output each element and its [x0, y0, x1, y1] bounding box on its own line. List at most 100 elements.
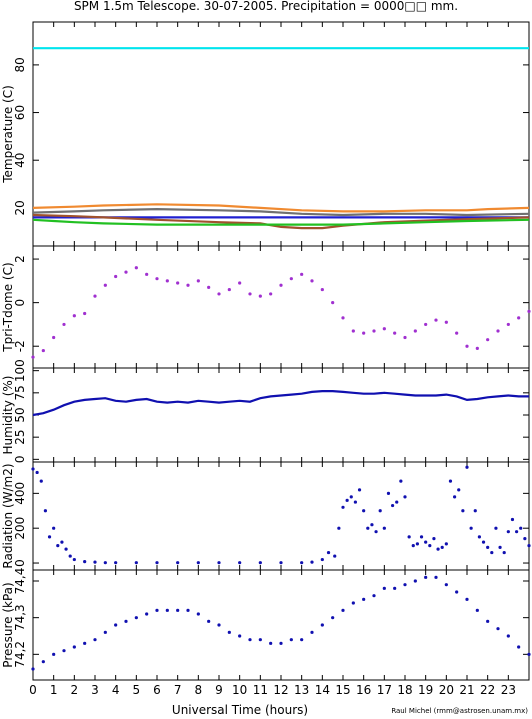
panel-4-series-point-28	[320, 623, 324, 627]
panel-1-series-point-8	[114, 274, 118, 279]
xtick-label-18: 18	[397, 683, 412, 697]
panel-1-series-point-6	[93, 294, 97, 298]
panel-1-series-point-27	[310, 279, 314, 283]
panel-3-series-point-24	[310, 560, 314, 564]
panel-4-series-point-27	[310, 630, 314, 634]
panel-2-series	[32, 390, 529, 417]
panel-3-series-point-50	[428, 544, 432, 548]
panel-3-series-point-12	[93, 560, 97, 564]
panel-3-series-point-69	[506, 530, 510, 534]
panel-3-series-point-65	[490, 550, 494, 555]
panel-1-series-point-20	[238, 281, 242, 285]
panel-1-series-point-13	[165, 279, 169, 283]
panel-3-series-point-54	[444, 542, 448, 546]
panel-3-series-point-11	[83, 560, 87, 564]
panel-1-series-point-17	[207, 285, 211, 289]
panel-4-series-point-13	[165, 608, 169, 612]
panel-1-series-point-38	[424, 322, 428, 327]
panel-3-series-point-18	[196, 561, 200, 565]
panel-3-series-point-9	[68, 554, 72, 558]
panel-3-series-point-14	[114, 561, 118, 565]
panel-3-series-point-34	[362, 509, 366, 513]
panel-3-series-point-72	[519, 526, 523, 530]
panel-3-ytick-label-2: 400	[13, 482, 27, 505]
panel-3-series-point-41	[391, 503, 395, 508]
xtick-label-22: 22	[480, 683, 495, 697]
xtick-label-23: 23	[501, 683, 516, 697]
panel-1-ytick-label-0: -2	[13, 340, 27, 352]
panel-4-series-point-43	[475, 608, 479, 612]
panel-3-ytick-label-1: 200	[13, 517, 27, 540]
panel-3-series-point-23	[300, 561, 304, 565]
panel-1-series-point-29	[331, 301, 335, 305]
panel-0-ylabel: Temperature (C)	[1, 85, 15, 184]
panel-3-series-point-28	[337, 526, 341, 530]
panel-1-series-point-3	[62, 322, 66, 327]
panel-3-series-point-6	[56, 544, 60, 548]
panel-1-series-point-47	[517, 316, 521, 320]
temp-series-green	[32, 218, 530, 226]
panel-1-series-point-16	[196, 279, 200, 283]
panel-3-series-point-60	[469, 526, 473, 530]
panel-4-series-point-42	[465, 597, 469, 601]
panel-4-series-point-25	[289, 638, 293, 642]
panel-2-ytick-label-0: 0	[13, 456, 27, 464]
panel-3-series-point-33	[357, 488, 362, 492]
panel-1-frame	[32, 245, 530, 369]
panel-3-series-point-32	[353, 500, 357, 504]
panel-1-series-point-31	[351, 329, 355, 333]
panel-3-series-point-36	[370, 523, 374, 527]
panel-2-ytick-label-2: 50	[13, 407, 27, 422]
panel-4-ytick-label-0: 74,2	[13, 641, 27, 668]
panel-3-series-point-58	[461, 509, 465, 513]
panel-4-series-point-7	[103, 630, 107, 634]
panel-4-series-point-30	[341, 608, 345, 612]
panel-3-series-point-52	[436, 547, 440, 551]
panel-3-series-point-38	[378, 509, 382, 513]
panel-4-series-point-21	[248, 638, 252, 642]
panel-3-series-point-73	[523, 537, 527, 541]
panel-3-series-point-13	[103, 561, 107, 565]
panel-3-series-point-64	[486, 545, 490, 549]
panel-3-series-point-27	[333, 554, 337, 558]
panel-3-series-point-3	[43, 509, 48, 513]
panel-3-series-point-44	[403, 495, 407, 499]
panel-4-series-point-5	[83, 641, 87, 645]
panel-3-series-point-10	[72, 557, 76, 562]
panel-1-series-point-24	[279, 283, 283, 287]
panel-3-series-point-74	[527, 544, 531, 548]
panel-4-series-point-29	[331, 616, 335, 620]
xtick-label-10: 10	[232, 683, 247, 697]
panel-1-series-point-36	[403, 335, 407, 340]
panel-4-series-point-4	[72, 645, 76, 649]
panel-3-series-point-57	[457, 488, 461, 492]
xtick-label-7: 7	[174, 683, 182, 697]
panel-3-series-point-31	[349, 495, 353, 499]
panel-1-series-point-21	[248, 292, 252, 296]
panel-4-series-point-40	[444, 583, 448, 587]
panel-1-series-point-0	[31, 355, 35, 359]
panel-2-ytick-label-1: 25	[13, 430, 27, 445]
panel-3-series-point-53	[440, 545, 444, 549]
panel-3-series-point-55	[448, 479, 453, 483]
panel-4-series-point-9	[124, 619, 128, 623]
panel-4-series-point-44	[486, 619, 490, 623]
panel-4-series-point-20	[238, 634, 242, 638]
panel-1-series-point-35	[393, 331, 397, 335]
panel-3-series-point-71	[515, 530, 519, 534]
panel-0-ytick-label-0: 20	[13, 200, 27, 215]
panel-1-series-point-10	[134, 266, 138, 270]
xtick-label-19: 19	[418, 683, 433, 697]
panel-3-series-point-46	[411, 544, 415, 548]
xtick-label-12: 12	[273, 683, 288, 697]
panel-4-series-point-33	[372, 594, 376, 598]
panel-3-series-point-21	[258, 561, 262, 565]
panel-3-series-point-2	[39, 479, 43, 483]
panel-3-series-point-16	[155, 561, 159, 565]
xtick-label-21: 21	[459, 683, 474, 697]
panel-3-series-point-68	[502, 550, 506, 555]
panel-1-series-point-11	[145, 272, 149, 276]
panel-1-series-point-2	[52, 335, 56, 340]
panel-1-ylabel: Tpri-Tdome (C)	[1, 262, 15, 352]
panel-1-series-point-25	[289, 277, 293, 281]
